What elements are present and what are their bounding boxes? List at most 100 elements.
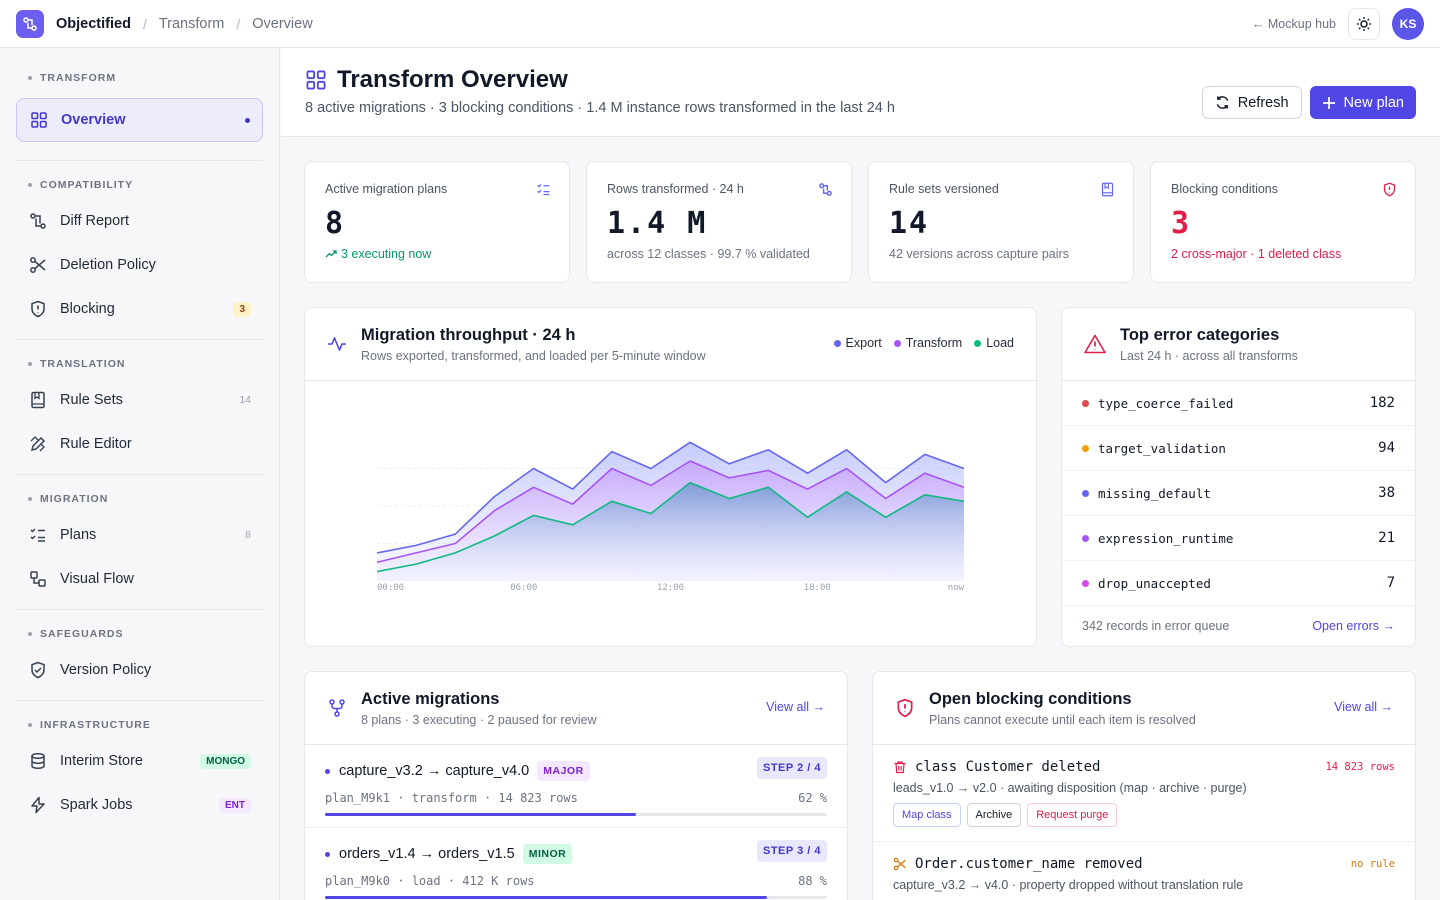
sidebar-item-version-policy[interactable]: Version Policy [16,648,263,692]
ent-badge: ENT [219,797,251,813]
blocking-title: Open blocking conditions [929,689,1132,708]
blocking-item-title: Order.customer_name removed [915,856,1143,872]
sidebar-item-rule-editor[interactable]: Rule Editor [16,422,263,466]
progress-fill [325,896,767,899]
alert-triangle-icon [1084,334,1106,354]
blocking-item-desc: capture_v3.2 → v4.0 · property dropped w… [893,878,1244,892]
theme-toggle-button[interactable] [1348,7,1380,40]
progress-bar [325,813,827,816]
archive-button[interactable]: Archive [966,803,1022,827]
mockup-hub-link[interactable]: ← Mockup hub [1251,16,1336,31]
throughput-title: Migration throughput · 24 h [361,325,576,344]
app-logo[interactable] [16,9,44,38]
sidebar-item-diff-report[interactable]: Diff Report [16,199,263,243]
refresh-button[interactable]: Refresh [1201,86,1302,119]
sidebar-section-translation: TRANSLATION [16,350,263,378]
request-purge-button[interactable]: Request purge [1027,803,1118,827]
migration-meta: plan_M9k1 · transform · 14 823 rows [325,791,578,805]
errors-footer: 342 records in error queue Open errors → [1062,606,1415,646]
active-indicator [245,117,250,123]
book-icon [28,390,48,410]
stat-sub: 2 cross-major · 1 deleted class [1171,247,1342,261]
stat-card-rows-transformed[interactable]: Rows transformed · 24 h 1.4 M across 12 … [586,161,852,283]
sidebar-item-label: Plans [60,527,97,543]
sidebar-section-infrastructure: INFRASTRUCTURE [16,711,263,739]
status-dot [325,768,330,774]
sidebar-item-interim-store[interactable]: Interim Store MONGO [16,739,263,783]
new-plan-label: New plan [1343,94,1404,111]
major-tag: MAJOR [537,761,590,781]
zap-icon [28,795,48,815]
category-color-dot [1082,534,1089,542]
progress-bar [325,896,827,899]
transform-logo-icon [23,16,37,31]
sidebar-item-rule-sets[interactable]: Rule Sets 14 [16,378,263,422]
error-category-count: 182 [1369,395,1395,411]
breadcrumb-separator: / [236,15,241,32]
series-line-load [376,481,965,573]
blocking-subtitle: Plans cannot execute until each item is … [929,712,1196,727]
sidebar-item-label: Diff Report [60,213,130,229]
x-tick-label: now [948,583,965,593]
error-category-row[interactable]: missing_default 38 [1062,471,1415,516]
sun-moon-icon [1357,16,1371,31]
x-tick-label: 06:00 [510,583,537,593]
stat-card-active-plans[interactable]: Active migration plans 8 3 executing now [304,161,570,283]
stat-card-rule-sets[interactable]: Rule sets versioned 14 42 versions acros… [868,161,1134,283]
stat-label: Active migration plans [325,182,448,196]
open-errors-link[interactable]: Open errors → [1312,619,1395,633]
blocking-conditions-panel: Open blocking conditions Plans cannot ex… [872,671,1416,900]
throughput-panel: Migration throughput · 24 h Rows exporte… [304,307,1037,647]
migration-item[interactable]: orders_v1.4 → orders_v1.5 MINOR STEP 3 / … [305,828,847,900]
list-checks-icon [28,525,48,545]
sidebar-item-plans[interactable]: Plans 8 [16,513,263,557]
blocking-item-desc: leads_v1.0 → v2.0 · awaiting disposition… [893,781,1247,795]
sidebar-item-blocking[interactable]: Blocking 3 [16,287,263,331]
migrations-view-all-link[interactable]: View all → [766,700,825,714]
throughput-chart: 00:00 06:00 12:00 18:00 now [376,441,965,593]
blocking-view-all-link[interactable]: View all → [1334,700,1393,714]
error-category-row[interactable]: drop_unaccepted 7 [1062,561,1415,606]
sidebar-item-overview[interactable]: Overview [16,98,263,142]
shield-alert-icon [897,698,913,718]
stat-value: 8 [325,206,346,241]
sidebar-section-compatibility: COMPATIBILITY [16,171,263,199]
refresh-icon [1216,96,1229,109]
stat-card-blocking[interactable]: Blocking conditions 3 2 cross-major · 1 … [1150,161,1416,283]
stat-label: Blocking conditions [1171,182,1279,196]
errors-subtitle: Last 24 h · across all transforms [1120,348,1298,363]
stat-value: 14 [889,206,930,241]
errors-title: Top error categories [1120,325,1280,344]
map-class-button[interactable]: Map class [893,803,961,827]
error-category-row[interactable]: expression_runtime 21 [1062,516,1415,561]
category-color-dot [1082,489,1089,497]
legend-export[interactable]: Export [833,336,882,350]
breadcrumb-transform[interactable]: Transform [158,15,225,32]
user-avatar[interactable]: KS [1392,7,1424,40]
error-category-row[interactable]: type_coerce_failed 182 [1062,381,1415,426]
status-dot [325,851,330,857]
blocking-item: class Customer deleted 14 823 rows leads… [873,745,1415,842]
legend-transform[interactable]: Transform [893,336,962,350]
migration-item[interactable]: capture_v3.2 → capture_v4.0 MAJOR STEP 2 … [305,745,847,828]
sidebar-section-transform: TRANSFORM [16,64,263,92]
error-category-count: 7 [1386,575,1395,591]
error-queue-count: 342 records in error queue [1082,619,1230,633]
error-category-row[interactable]: target_validation 94 [1062,426,1415,471]
pencil-ruler-icon [28,434,48,454]
sidebar-item-spark-jobs[interactable]: Spark Jobs ENT [16,783,263,827]
sidebar-item-deletion-policy[interactable]: Deletion Policy [16,243,263,287]
app-name[interactable]: Objectified [56,15,131,32]
legend-load[interactable]: Load [974,336,1014,350]
stat-sub: 3 executing now [325,247,549,261]
sidebar-item-label: Spark Jobs [60,797,133,813]
minor-tag: MINOR [522,844,573,864]
new-plan-button[interactable]: New plan [1309,86,1416,119]
plans-count: 8 [245,529,251,541]
migration-percent: 88 % [798,874,827,888]
sidebar-item-visual-flow[interactable]: Visual Flow [16,557,263,601]
blocking-item: Order.customer_name removed no rule capt… [873,842,1415,892]
migration-meta: plan_M9k0 · load · 412 K rows [325,874,535,888]
sidebar: TRANSFORM Overview COMPATIBILITY Diff Re… [0,48,280,900]
blocking-count-badge: 3 [233,301,251,317]
